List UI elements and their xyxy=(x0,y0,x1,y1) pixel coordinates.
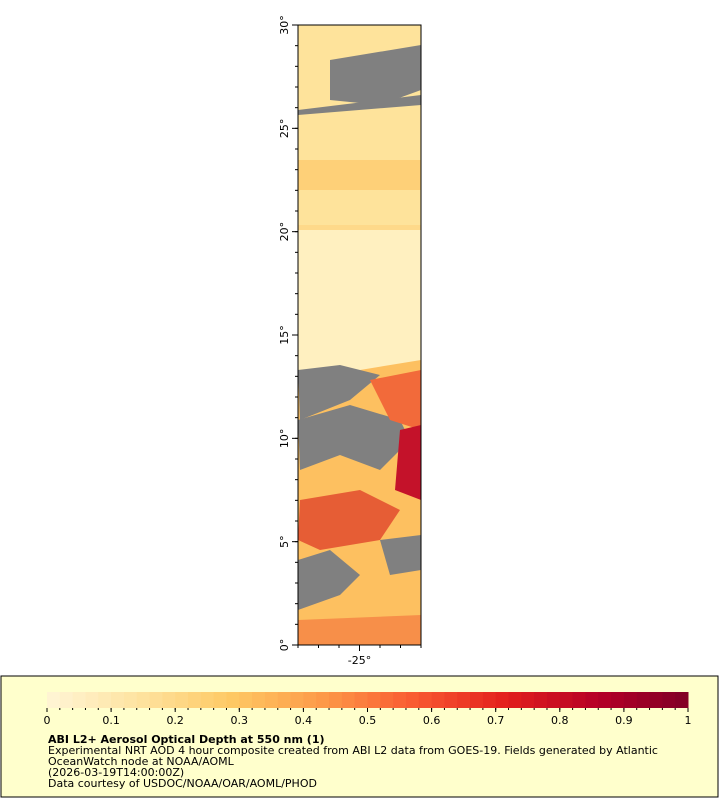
colorbar-cell xyxy=(521,692,535,708)
colorbar-cell xyxy=(418,692,433,708)
colorbar-cell xyxy=(316,692,330,708)
colorbar-cell xyxy=(559,692,574,708)
colorbar-cell xyxy=(175,692,189,708)
colorbar-cell xyxy=(290,692,304,708)
colorbar-cell xyxy=(380,692,394,708)
colorbar-tick-label: 0.4 xyxy=(295,714,313,727)
colorbar-tick-label: 1 xyxy=(685,714,692,727)
colorbar-tick-label: 0 xyxy=(44,714,51,727)
y-tick-label: 25° xyxy=(278,119,291,139)
colorbar-tick-label: 0.9 xyxy=(615,714,633,727)
colorbar-cell xyxy=(623,692,638,708)
colorbar-tick-label: 0.8 xyxy=(551,714,569,727)
colorbar-cell xyxy=(111,692,125,708)
colorbar-cell xyxy=(277,692,292,708)
colorbar-cell xyxy=(329,692,343,708)
colorbar-cell xyxy=(470,692,484,708)
colorbar-cell xyxy=(508,692,522,708)
y-tick-label: 10° xyxy=(278,429,291,449)
colorbar-cell xyxy=(393,692,407,708)
colorbar-tick-label: 0.5 xyxy=(359,714,377,727)
colorbar-cell xyxy=(226,692,240,708)
colorbar-cell xyxy=(405,692,420,708)
colorbar-cell xyxy=(534,692,548,708)
colorbar-cell xyxy=(162,692,176,708)
aod-raster xyxy=(298,25,421,645)
colorbar-cell xyxy=(482,692,497,708)
colorbar-cell xyxy=(264,692,279,708)
y-tick-label: 5° xyxy=(278,535,291,548)
colorbar-cell xyxy=(239,692,253,708)
colorbar-tick-label: 0.6 xyxy=(423,714,441,727)
colorbar-cell xyxy=(303,692,317,708)
y-tick-label: 0° xyxy=(278,639,291,652)
colorbar-cell xyxy=(200,692,215,708)
legend-line: Experimental NRT AOD 4 hour composite cr… xyxy=(48,744,658,757)
colorbar-tick-label: 0.7 xyxy=(487,714,505,727)
colorbar-cell xyxy=(188,692,202,708)
x-tick-label: -25° xyxy=(348,654,371,667)
colorbar-cell xyxy=(431,692,445,708)
colorbar-cell xyxy=(546,692,561,708)
colorbar-cell xyxy=(611,692,625,708)
colorbar-tick-label: 0.2 xyxy=(166,714,184,727)
colorbar-cell xyxy=(649,692,663,708)
colorbar-tick-label: 0.1 xyxy=(102,714,120,727)
colorbar-cell xyxy=(444,692,458,708)
legend-title: ABI L2+ Aerosol Optical Depth at 550 nm … xyxy=(48,733,325,746)
colorbar-cell xyxy=(72,692,86,708)
colorbar-cell xyxy=(123,692,138,708)
colorbar-cell xyxy=(213,692,227,708)
colorbar-cell xyxy=(252,692,266,708)
colorbar-cell xyxy=(367,692,381,708)
colorbar-cell xyxy=(457,692,471,708)
legend-line: (2026-03-19T14:00:00Z) xyxy=(48,766,184,779)
colorbar-cell xyxy=(98,692,112,708)
colorbar-cell xyxy=(47,692,61,708)
colorbar-cell xyxy=(572,692,586,708)
colorbar-cell xyxy=(85,692,99,708)
colorbar-cell xyxy=(136,692,151,708)
colorbar-cell xyxy=(495,692,510,708)
colorbar-cell xyxy=(149,692,163,708)
colorbar-cell xyxy=(354,692,368,708)
colorbar-cell xyxy=(341,692,356,708)
y-tick-label: 30° xyxy=(278,15,291,35)
y-tick-label: 20° xyxy=(278,222,291,242)
colorbar-tick-label: 0.3 xyxy=(231,714,249,727)
y-tick-label: 15° xyxy=(278,325,291,345)
colorbar-cell xyxy=(585,692,599,708)
colorbar-cell xyxy=(59,692,74,708)
legend-line: Data courtesy of USDOC/NOAA/OAR/AOML/PHO… xyxy=(48,777,317,790)
legend-line: OceanWatch node at NOAA/AOML xyxy=(48,755,235,768)
colorbar-cell xyxy=(662,692,676,708)
colorbar-cell xyxy=(675,692,689,708)
colorbar-cell xyxy=(598,692,612,708)
colorbar-cell xyxy=(636,692,651,708)
